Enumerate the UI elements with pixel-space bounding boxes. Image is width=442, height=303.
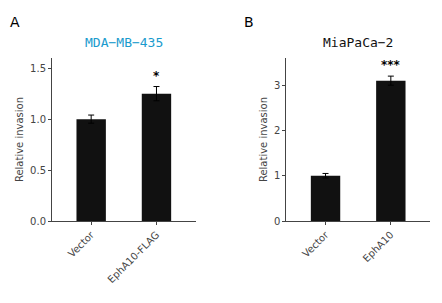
svg-text:MiaPaCa−2: MiaPaCa−2	[323, 35, 393, 50]
svg-text:1.5: 1.5	[30, 63, 46, 74]
svg-text:B: B	[244, 14, 254, 30]
svg-text:3: 3	[274, 80, 280, 91]
svg-text:A: A	[10, 14, 20, 30]
svg-text:Vector: Vector	[300, 229, 331, 260]
svg-text:Relative invasion: Relative invasion	[258, 97, 269, 182]
svg-text:2: 2	[274, 125, 280, 136]
svg-text:EphA10: EphA10	[361, 229, 396, 264]
svg-text:1.0: 1.0	[30, 114, 46, 125]
svg-text:MDA−MB−435: MDA−MB−435	[85, 35, 163, 50]
svg-text:Vector: Vector	[66, 229, 97, 260]
svg-text:0.0: 0.0	[30, 216, 46, 227]
svg-text:***: ***	[381, 58, 401, 72]
svg-text:0.5: 0.5	[30, 165, 46, 176]
svg-text:Relative invasion: Relative invasion	[14, 97, 25, 182]
svg-text:EphA10-FLAG: EphA10-FLAG	[105, 229, 161, 285]
svg-text:1: 1	[274, 170, 280, 181]
svg-text:0: 0	[274, 216, 280, 227]
svg-text:*: *	[153, 69, 160, 83]
